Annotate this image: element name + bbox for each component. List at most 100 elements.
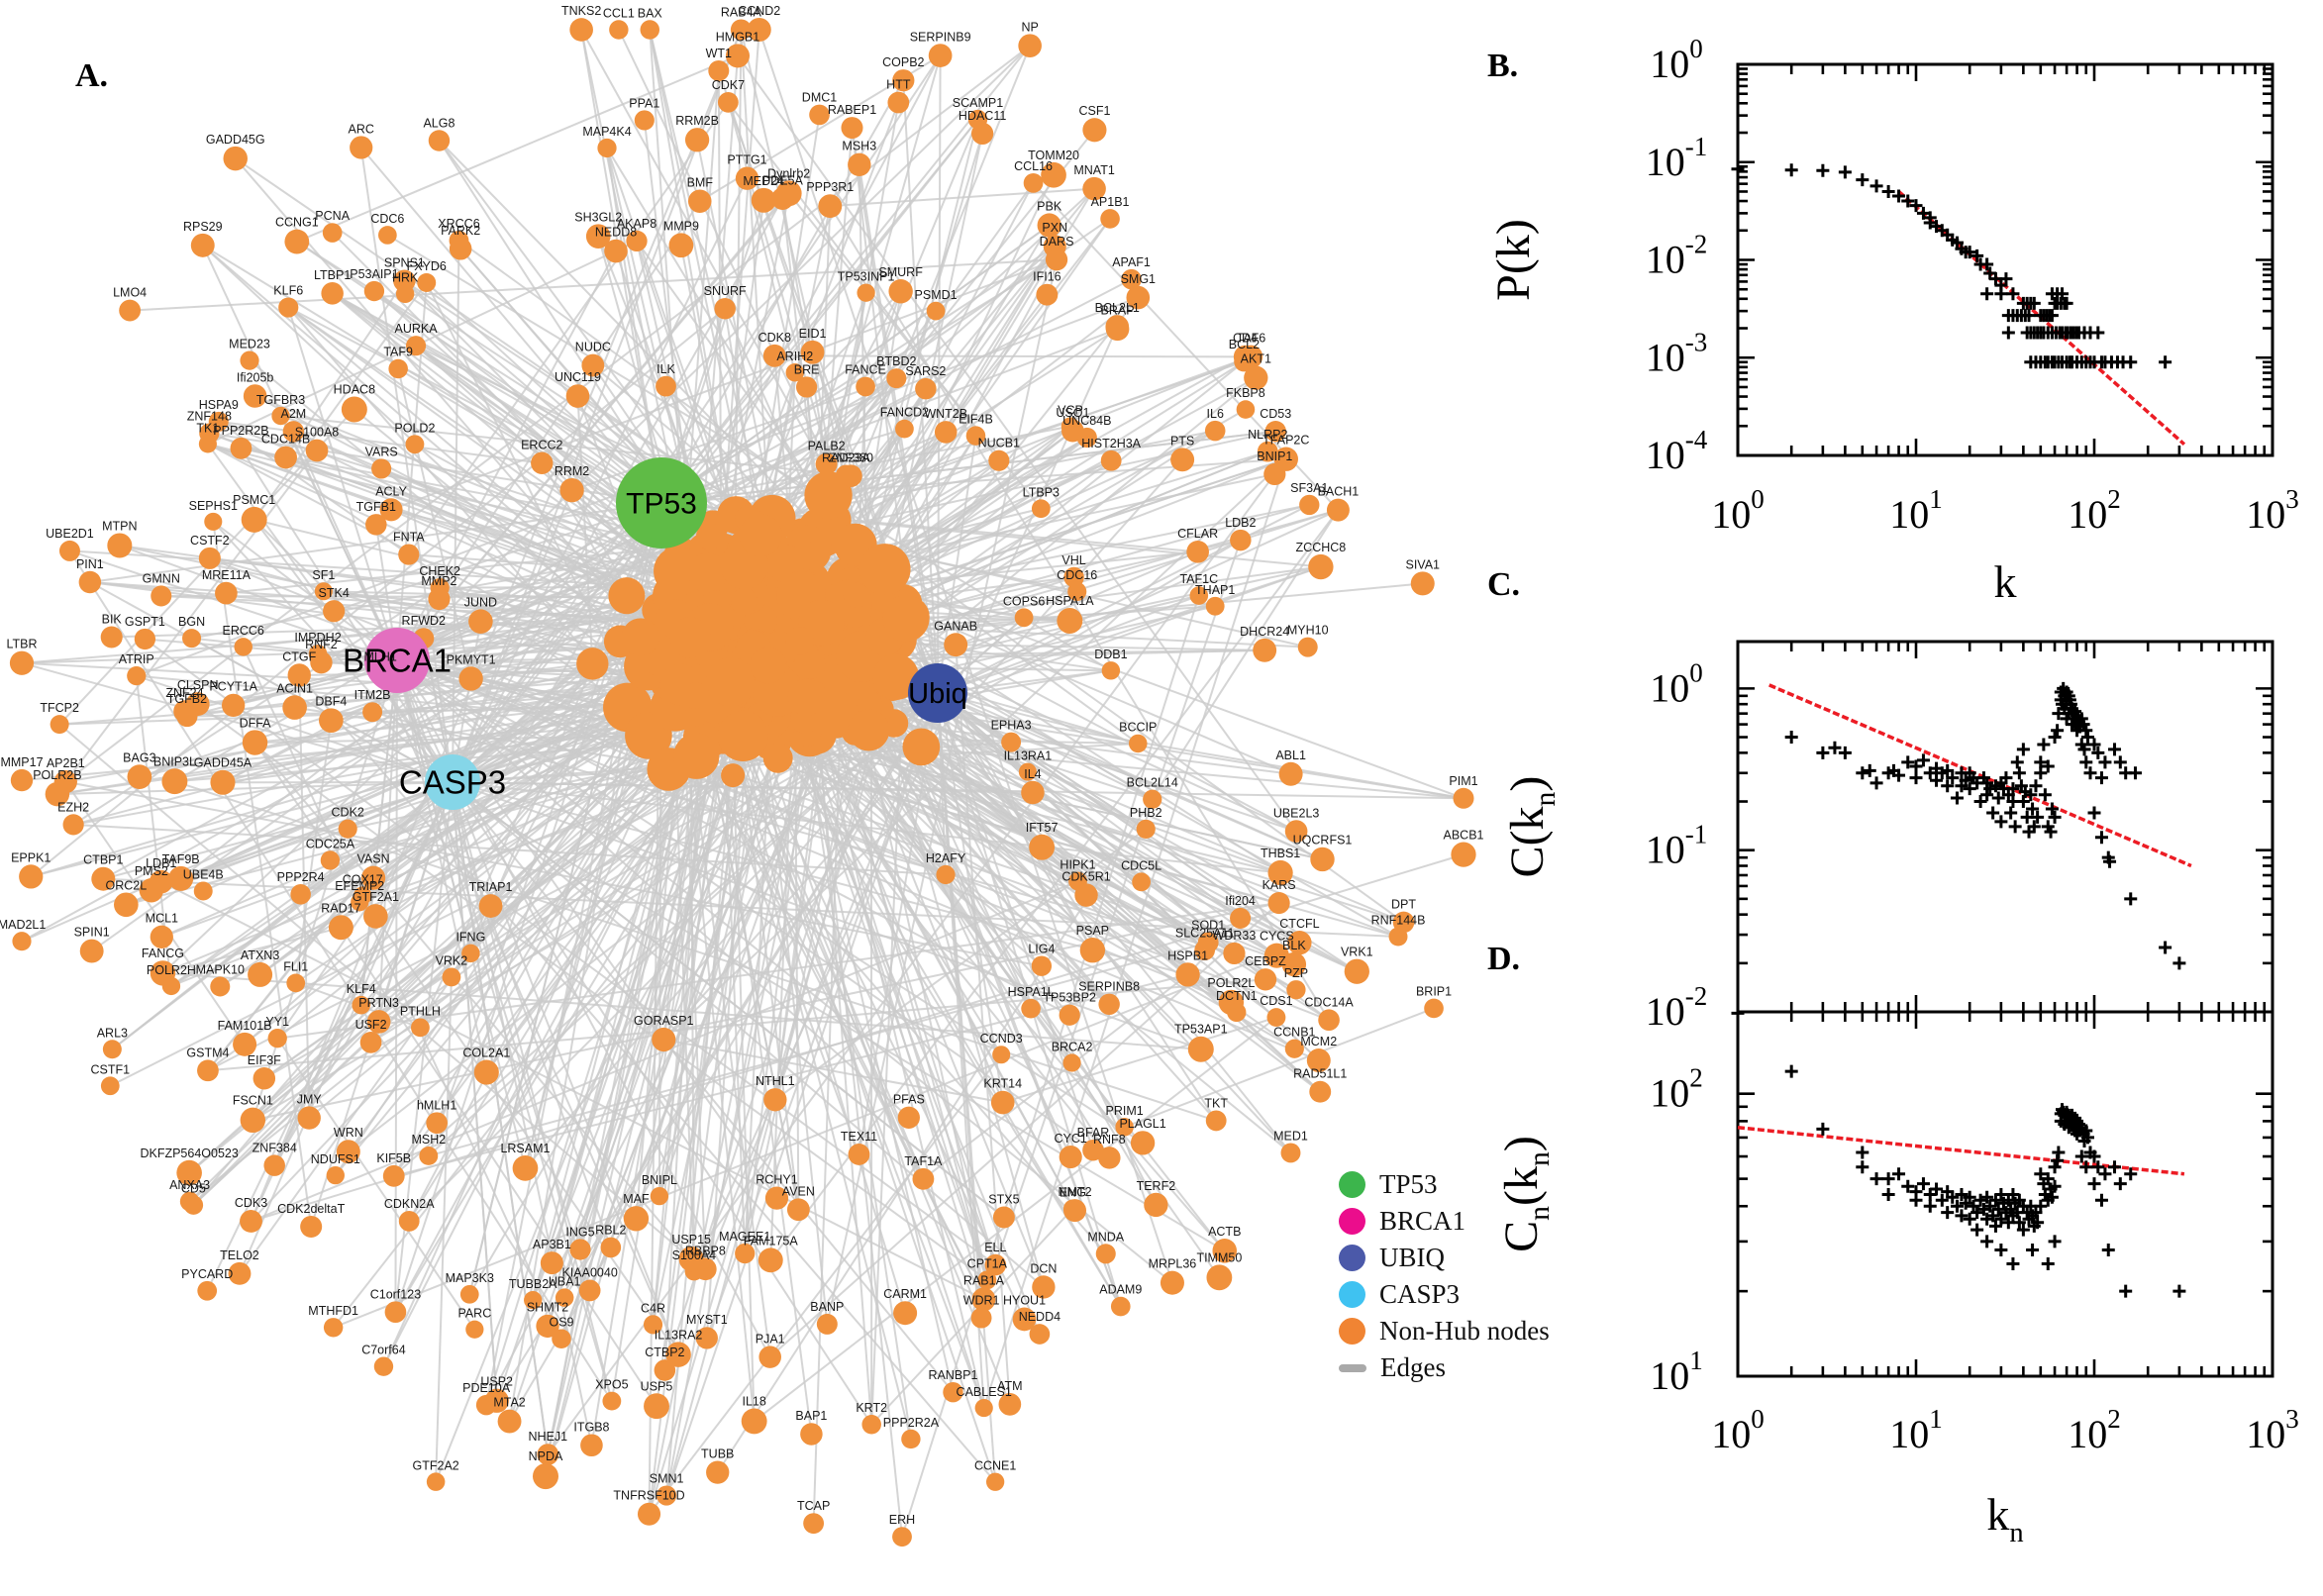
network-node (248, 961, 273, 987)
network-node (872, 653, 920, 701)
network-node-label: BNIPL (642, 1173, 677, 1187)
network-node-label: BANP (810, 1300, 844, 1314)
network-node-label: GTF2A2 (413, 1458, 459, 1472)
network-node-label: GANAB (934, 619, 977, 633)
network-node (210, 976, 231, 997)
network-node-label: XPO5 (595, 1378, 628, 1392)
network-node (410, 1018, 430, 1038)
legend-dot-swatch (1339, 1171, 1365, 1198)
network-node (473, 1059, 499, 1085)
network-node (673, 733, 720, 779)
network-node (621, 618, 659, 656)
network-node-label: IFT57 (1026, 821, 1059, 835)
network-node-label: UBA1 (549, 1274, 581, 1288)
network-node-label: TAF9B (162, 852, 200, 866)
network-node (750, 647, 787, 684)
network-node-label: ARL3 (97, 1026, 128, 1040)
network-node (363, 904, 388, 929)
network-node-label: WDR33 (1213, 929, 1257, 943)
hub-node-tp53 (616, 457, 707, 549)
network-edges (21, 29, 1464, 1538)
legend-label: CASP3 (1379, 1279, 1461, 1309)
network-node-label: HIST2H3A (1081, 437, 1141, 450)
network-node-label: TERF2 (1137, 1179, 1176, 1193)
network-node-label: TK1 (196, 421, 219, 435)
network-node (580, 1434, 603, 1457)
network-node (800, 1423, 823, 1446)
network-node-label: HRK (392, 271, 419, 285)
network-node-label: MAP3K3 (446, 1271, 494, 1285)
network-node-label: TFCP2 (40, 701, 79, 715)
network-node-label: AURKA (395, 322, 439, 336)
network-node-label: CHEK2 (419, 564, 460, 578)
network-node (197, 1280, 218, 1301)
network-node (555, 1288, 574, 1307)
network-node (278, 297, 299, 318)
network-node-label: FANCG (142, 947, 184, 960)
network-node-label: CYCS (1260, 930, 1294, 944)
network-node (559, 478, 584, 503)
scatter-points (1784, 1064, 2186, 1298)
network-node-label: IMPDH2 (294, 631, 341, 645)
network-node (717, 710, 768, 762)
network-node (350, 136, 373, 159)
network-node-label: COPS6 (1003, 594, 1045, 608)
network-node-label: ACIN1 (276, 681, 313, 695)
network-node-label: RRM2B (675, 114, 719, 128)
network-node-label: TP53INP1 (838, 270, 895, 284)
network-node-label: PPP2R2A (883, 1416, 940, 1430)
network-node (1032, 1275, 1056, 1299)
network-node-label: AP3B1 (533, 1238, 571, 1251)
axis-ticks (1736, 62, 2274, 457)
network-node-label: ABCB1 (1444, 829, 1484, 843)
network-node (405, 336, 427, 356)
network-node (1062, 1199, 1082, 1219)
network-node (478, 894, 503, 918)
x-tick-label: 103 (2246, 484, 2299, 537)
network-node-label: GMNN (143, 571, 180, 585)
network-node-label: PFAS (893, 1093, 925, 1107)
network-node (747, 17, 771, 43)
network-node (134, 628, 156, 650)
network-node (338, 819, 357, 839)
network-node-label: RAB1A (963, 1273, 1005, 1287)
network-node-label: DCN (1030, 1261, 1057, 1275)
network-node (990, 1090, 1015, 1115)
network-node-label: MTA2 (493, 1396, 525, 1410)
network-node-label: RPS29 (183, 220, 223, 234)
network-node (695, 1327, 718, 1349)
network-node (363, 280, 385, 302)
network-node-label: PARK2 (441, 224, 480, 238)
network-node-label: TP53AP1 (1174, 1023, 1228, 1037)
network-node-label: HSPA9 (199, 398, 239, 412)
network-node-label: RAD17 (321, 901, 360, 915)
network-node (1212, 1239, 1238, 1263)
network-node (321, 282, 344, 305)
network-node-label: ABL1 (1275, 748, 1306, 762)
network-node (398, 1210, 420, 1232)
network-node (537, 1444, 559, 1465)
network-node (1253, 638, 1277, 662)
network-node (114, 892, 139, 918)
network-node (1205, 596, 1225, 616)
network-node-label: ERH (889, 1513, 915, 1527)
network-node (763, 1088, 787, 1112)
network-node-label: AVEN (782, 1184, 815, 1198)
network-node-label: CCND2 (738, 4, 780, 18)
network-node (361, 865, 386, 890)
network-node-label: KRT14 (983, 1077, 1022, 1091)
network-node-label: ERCC2 (521, 439, 562, 452)
network-node (1079, 938, 1106, 963)
network-node-label: MSH3 (842, 140, 876, 153)
network-node-label: ATRIP (119, 652, 154, 666)
network-node (373, 1356, 394, 1376)
network-node-label: RRM2 (555, 464, 589, 478)
network-node-label: RFWD2 (402, 614, 446, 628)
y-tick-label: 101 (1650, 1346, 1703, 1398)
network-node-label: BAX (638, 6, 663, 20)
network-node-label: H2AFY (926, 851, 966, 865)
network-node (314, 582, 333, 601)
network-node-label: MAPK10 (196, 962, 245, 976)
y-tick-label: 10-2 (1646, 981, 1708, 1034)
network-node (442, 967, 461, 987)
